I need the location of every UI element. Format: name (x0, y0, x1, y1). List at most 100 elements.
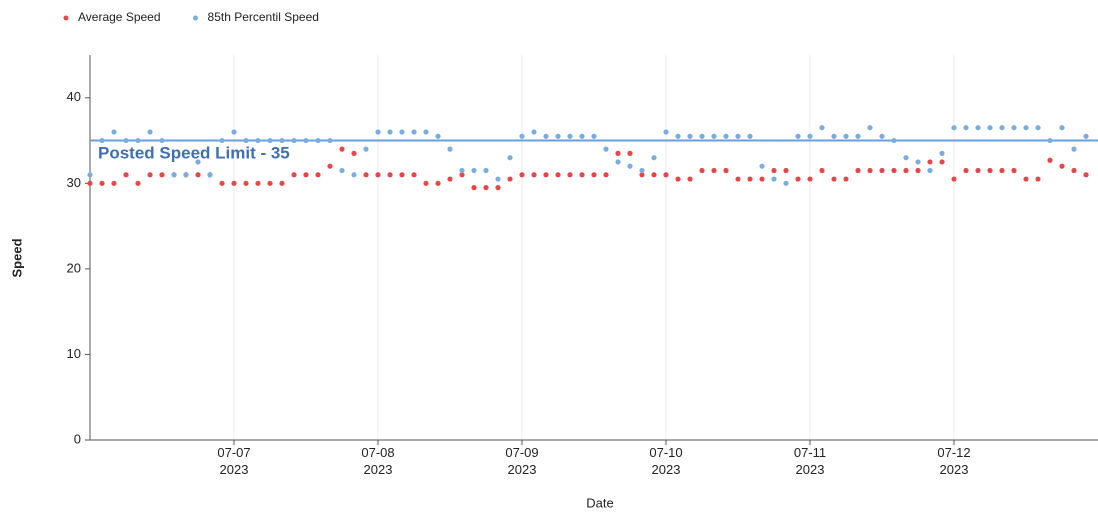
point (939, 150, 945, 156)
legend-label: Average Speed (78, 10, 161, 24)
point (531, 172, 537, 178)
point (951, 125, 957, 131)
point (855, 133, 861, 139)
point (291, 137, 297, 144)
point (1011, 167, 1017, 174)
point (987, 125, 993, 131)
point (867, 167, 873, 174)
point (411, 172, 417, 178)
point (879, 133, 885, 139)
point (1071, 167, 1077, 174)
point (603, 146, 609, 152)
point (615, 150, 621, 156)
point (495, 176, 501, 182)
point (267, 137, 273, 144)
point (387, 172, 393, 178)
point (219, 180, 225, 186)
point (711, 167, 717, 174)
point (471, 185, 477, 191)
point (291, 172, 297, 178)
point (195, 172, 201, 178)
point (639, 172, 645, 178)
point (435, 180, 441, 186)
point (1071, 146, 1077, 152)
point (603, 172, 609, 178)
point (111, 180, 117, 186)
point (87, 172, 93, 178)
y-tick-label: 20 (67, 260, 81, 275)
point (459, 167, 465, 174)
point (1035, 176, 1041, 182)
point (555, 133, 561, 139)
x-tick-label: 07-12 2023 (937, 445, 971, 477)
annotation: Posted Speed Limit - 35 (98, 144, 290, 163)
point (447, 176, 453, 182)
legend-marker (193, 15, 199, 21)
point (327, 163, 333, 169)
point (423, 180, 429, 186)
point (675, 176, 681, 182)
point (663, 129, 669, 135)
point (975, 167, 981, 174)
point (327, 137, 333, 144)
point (399, 129, 405, 135)
point (507, 155, 513, 161)
point (831, 176, 837, 182)
legend-marker (63, 15, 69, 21)
point (99, 137, 105, 144)
point (1023, 176, 1029, 182)
point (471, 167, 477, 174)
x-axis-title: Date (586, 495, 613, 510)
point (735, 176, 741, 182)
point (159, 172, 165, 178)
point (951, 176, 957, 182)
point (1035, 125, 1041, 131)
point (339, 146, 345, 152)
point (903, 167, 909, 174)
point (807, 176, 813, 182)
point (339, 167, 345, 174)
point (651, 172, 657, 178)
point (543, 172, 549, 178)
point (771, 167, 777, 174)
point (627, 163, 633, 169)
point (159, 137, 165, 144)
legend-label: 85th Percentil Speed (208, 10, 319, 24)
point (111, 129, 117, 135)
point (99, 180, 105, 186)
x-tick-label: 07-11 2023 (793, 445, 827, 477)
point (747, 133, 753, 139)
point (303, 172, 309, 178)
y-tick-label: 30 (67, 175, 81, 190)
point (243, 137, 249, 144)
point (795, 133, 801, 139)
point (375, 129, 381, 135)
point (963, 167, 969, 174)
point (267, 180, 273, 186)
point (699, 167, 705, 174)
point (507, 176, 513, 182)
point (639, 167, 645, 174)
point (435, 133, 441, 139)
point (483, 185, 489, 191)
point (855, 167, 861, 174)
point (927, 159, 933, 165)
point (939, 159, 945, 165)
x-tick-label: 07-10 2023 (649, 445, 683, 477)
point (447, 146, 453, 152)
x-tick-label: 07-07 2023 (217, 445, 251, 477)
point (1059, 163, 1065, 169)
point (1083, 133, 1089, 139)
point (423, 129, 429, 135)
point (1047, 137, 1053, 144)
point (351, 150, 357, 156)
x-tick-label: 07-09 2023 (505, 445, 539, 477)
point (987, 167, 993, 174)
y-tick-label: 0 (74, 431, 81, 446)
point (315, 172, 321, 178)
point (819, 167, 825, 174)
point (867, 125, 873, 131)
point (483, 167, 489, 174)
